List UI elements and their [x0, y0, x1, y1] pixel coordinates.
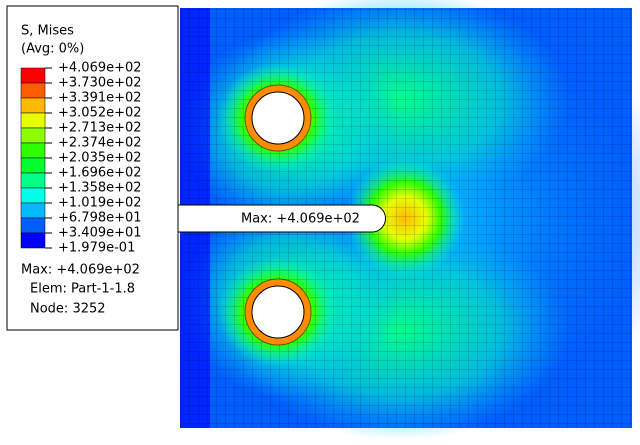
legend-swatch [20, 232, 46, 249]
legend-subtitle: (Avg: 0%) [21, 42, 84, 57]
legend-swatch [20, 67, 46, 84]
legend-swatch [20, 187, 46, 204]
max-annotation: Max: +4.069e+02 [241, 212, 360, 227]
legend-label: +3.730e+02 [58, 76, 142, 91]
legend-label: +2.374e+02 [58, 136, 142, 151]
legend-swatch [20, 157, 46, 174]
legend-swatch [20, 142, 46, 159]
legend-label: +2.713e+02 [58, 121, 142, 136]
legend-swatch [20, 112, 46, 129]
legend-swatch [20, 127, 46, 144]
legend-label: +1.019e+02 [58, 196, 142, 211]
legend-label: +1.979e-01 [58, 241, 135, 256]
elem-info: Elem: Part-1-1.8 [30, 282, 135, 297]
legend-swatch [20, 97, 46, 114]
color-scale: +4.069e+02+3.730e+02+3.391e+02+3.052e+02… [20, 61, 142, 256]
model: Max: +4.069e+02 [177, 0, 640, 440]
legend-label: +1.358e+02 [58, 181, 142, 196]
legend-swatch [20, 202, 46, 219]
legend-swatch [20, 172, 46, 189]
legend-title: S, Mises [21, 24, 74, 39]
max-info: Max: +4.069e+02 [21, 263, 140, 278]
legend-label: +6.798e+01 [58, 211, 142, 226]
legend-label: +3.391e+02 [58, 91, 142, 106]
legend-label: +1.696e+02 [58, 166, 142, 181]
legend-label: +4.069e+02 [58, 61, 142, 76]
legend-swatch [20, 82, 46, 99]
node-info: Node: 3252 [30, 302, 106, 317]
legend-label: +3.052e+02 [58, 106, 142, 121]
legend-label: +2.035e+02 [58, 151, 142, 166]
legend-swatch [20, 217, 46, 234]
legend-label: +3.409e+01 [58, 226, 142, 241]
legend: S, Mises (Avg: 0%) +4.069e+02+3.730e+02+… [6, 5, 179, 331]
